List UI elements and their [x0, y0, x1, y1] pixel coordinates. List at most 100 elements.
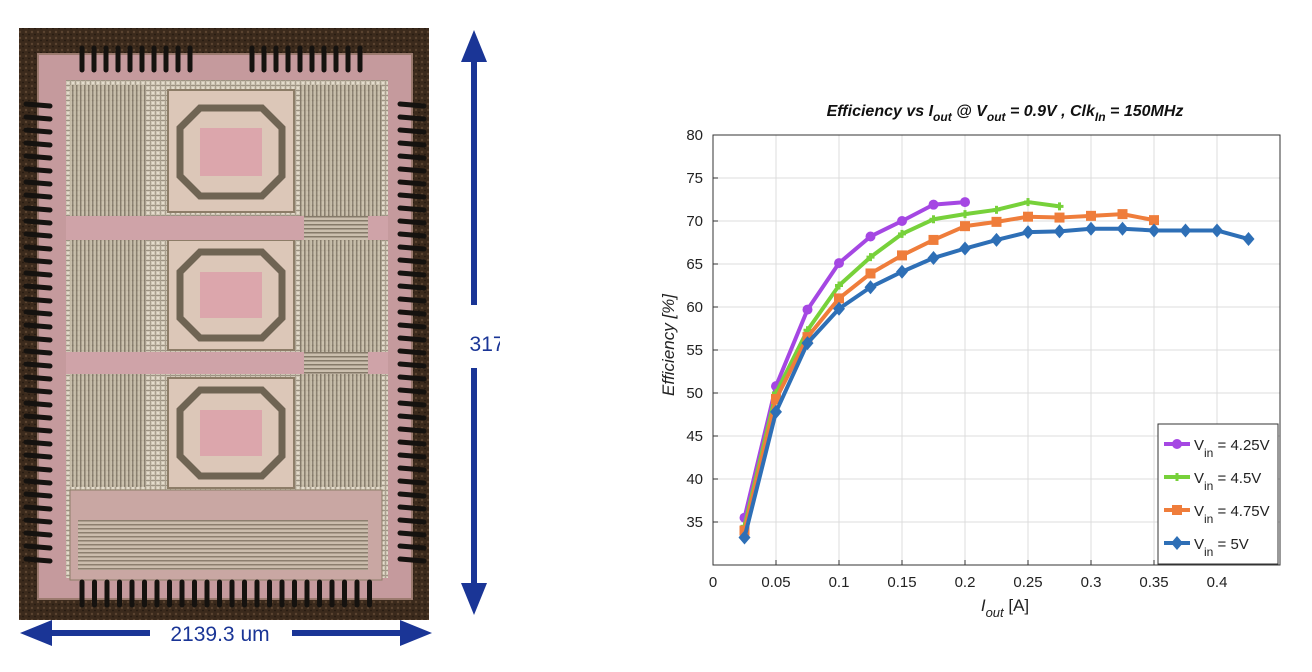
bond-pin	[23, 374, 53, 382]
legend-label: Vin = 4.75V	[1194, 503, 1270, 526]
data-point	[1173, 473, 1181, 481]
series-line	[742, 200, 966, 519]
legend-label-value: = 4.5V	[1213, 470, 1261, 487]
y-tick-label: 35	[686, 514, 703, 531]
bond-pin	[23, 387, 53, 395]
bus-strap-bottom-cells	[304, 352, 368, 374]
bond-pin	[23, 127, 53, 135]
data-point	[1054, 212, 1065, 223]
bond-pin	[397, 426, 427, 434]
bond-pin	[397, 361, 427, 369]
x-tick-label: 0.2	[955, 574, 976, 591]
data-point	[1023, 211, 1033, 222]
data-point	[738, 530, 751, 545]
legend-item: Vin = 4.5V	[1164, 470, 1261, 493]
width-dimension-label: 2139.3 um	[170, 623, 269, 646]
y-tick-label: 60	[686, 299, 703, 316]
bond-pin	[397, 348, 427, 356]
data-point	[1055, 202, 1064, 211]
bond-pin	[23, 335, 53, 343]
x-axis-label-unit: [A]	[1004, 596, 1030, 615]
legend-label-value: = 4.75V	[1213, 503, 1269, 520]
data-point	[802, 304, 813, 315]
bond-pin	[397, 504, 427, 512]
bond-pin	[397, 101, 427, 109]
width-dimension-arrow	[20, 620, 432, 646]
bond-pin	[397, 231, 427, 239]
data-point	[896, 264, 908, 279]
data-point	[929, 215, 938, 224]
data-point	[801, 336, 814, 351]
bond-pin	[23, 257, 53, 265]
legend-label-main: V	[1194, 503, 1204, 520]
right-logic-column	[300, 85, 382, 487]
efficiency-chart: Efficiency vs Iout @ Vout = 0.9V , ClkIn…	[659, 103, 1281, 620]
bond-pin	[397, 491, 427, 499]
bond-pin	[397, 322, 427, 330]
data-point	[928, 234, 939, 245]
x-tick-label: 0	[709, 574, 717, 591]
data-point	[770, 404, 782, 419]
bond-pin	[397, 270, 427, 278]
bond-pin	[397, 205, 427, 213]
bond-pin	[23, 166, 53, 174]
legend-label-main: V	[1194, 470, 1204, 487]
data-point	[865, 268, 876, 279]
data-point	[897, 250, 907, 261]
bond-pin	[397, 556, 427, 564]
bond-pin	[23, 348, 53, 356]
bond-pin	[23, 140, 53, 148]
bond-pin	[397, 530, 427, 538]
inductor-regions	[167, 89, 295, 489]
bond-pin	[23, 244, 53, 252]
bond-pin	[23, 218, 53, 226]
bond-pin	[23, 478, 53, 486]
series	[738, 221, 1255, 545]
legend-label: Vin = 4.25V	[1194, 437, 1270, 460]
bond-pin	[397, 179, 427, 187]
chart-title: Efficiency vs Iout @ Vout = 0.9V , ClkIn…	[827, 103, 1184, 124]
bond-pin	[397, 387, 427, 395]
bond-pin	[23, 413, 53, 421]
y-tick-label: 55	[686, 342, 703, 359]
x-tick-label: 0.15	[887, 574, 916, 591]
bond-pin	[23, 179, 53, 187]
bond-pin	[397, 114, 427, 122]
data-point	[833, 301, 845, 316]
bond-pin	[23, 101, 53, 109]
chart-title-part: Efficiency vs I	[827, 103, 934, 120]
legend-label-sub: in	[1204, 479, 1213, 493]
efficiency-chart-panel: Efficiency vs Iout @ Vout = 0.9V , ClkIn…	[640, 88, 1312, 648]
data-point	[834, 258, 844, 269]
data-point	[961, 210, 969, 219]
bond-pin	[397, 478, 427, 486]
legend-label-sub: in	[1204, 446, 1213, 460]
data-point	[1116, 221, 1129, 236]
data-point	[1172, 439, 1182, 449]
bond-pin	[397, 543, 427, 551]
data-point	[1024, 198, 1032, 207]
bond-pin	[397, 452, 427, 460]
data-point	[1149, 215, 1159, 226]
bond-pin	[23, 296, 53, 304]
data-point	[835, 281, 843, 290]
data-point	[834, 293, 844, 304]
series-line	[742, 212, 1155, 532]
height-dimension-arrow	[461, 30, 487, 615]
x-tick-label: 0.25	[1013, 574, 1042, 591]
bond-pin	[397, 140, 427, 148]
data-point	[1022, 225, 1034, 240]
chart-title-part: @ V	[952, 103, 988, 120]
bond-pin	[397, 335, 427, 343]
x-tick-label: 0.05	[761, 574, 790, 591]
data-point	[1053, 224, 1066, 239]
bond-pin	[23, 426, 53, 434]
chart-title-sub: out	[987, 110, 1007, 124]
data-point	[1242, 232, 1255, 247]
legend-label: Vin = 4.5V	[1194, 470, 1261, 493]
bond-pin	[397, 244, 427, 252]
bond-pin	[23, 153, 53, 161]
bond-pin	[23, 361, 53, 369]
bond-pin	[23, 192, 53, 200]
